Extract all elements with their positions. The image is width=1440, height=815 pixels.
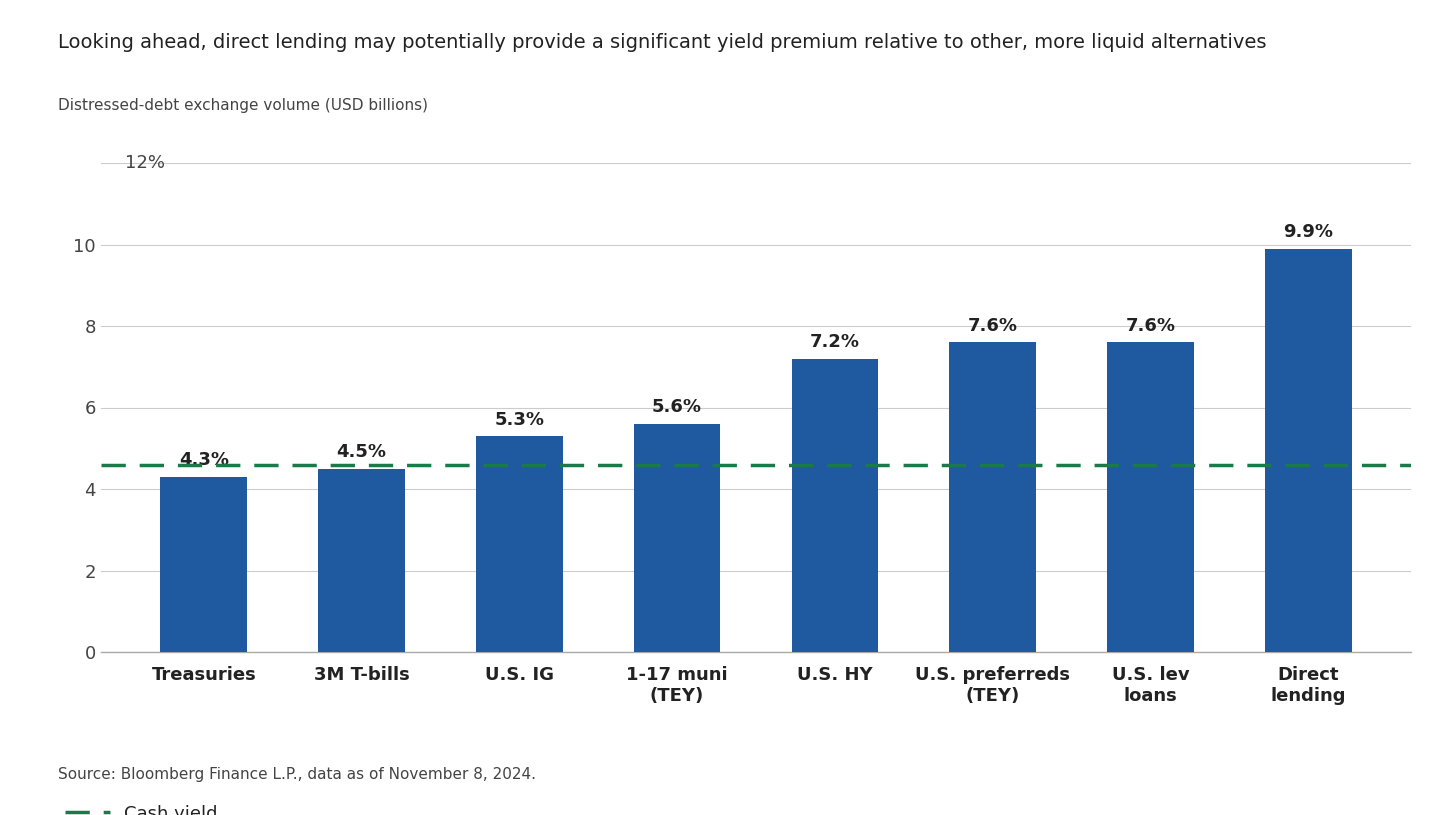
Legend: Cash yield: Cash yield xyxy=(58,798,225,815)
Text: 5.3%: 5.3% xyxy=(494,411,544,429)
Text: 7.6%: 7.6% xyxy=(1126,317,1175,335)
Bar xyxy=(1107,342,1194,652)
Text: 4.5%: 4.5% xyxy=(337,443,386,461)
Bar xyxy=(318,469,405,652)
Text: 7.6%: 7.6% xyxy=(968,317,1018,335)
Text: Source: Bloomberg Finance L.P., data as of November 8, 2024.: Source: Bloomberg Finance L.P., data as … xyxy=(58,768,536,782)
Bar xyxy=(160,477,248,652)
Bar xyxy=(477,436,563,652)
Text: 5.6%: 5.6% xyxy=(652,399,703,416)
Text: Distressed-debt exchange volume (USD billions): Distressed-debt exchange volume (USD bil… xyxy=(58,98,428,112)
Bar xyxy=(792,359,878,652)
Text: 12%: 12% xyxy=(125,154,164,172)
Text: Looking ahead, direct lending may potentially provide a significant yield premiu: Looking ahead, direct lending may potent… xyxy=(58,33,1266,51)
Bar xyxy=(949,342,1035,652)
Text: 7.2%: 7.2% xyxy=(809,333,860,351)
Text: 4.3%: 4.3% xyxy=(179,452,229,469)
Bar xyxy=(1264,249,1352,652)
Text: 9.9%: 9.9% xyxy=(1283,223,1333,241)
Bar xyxy=(634,424,720,652)
